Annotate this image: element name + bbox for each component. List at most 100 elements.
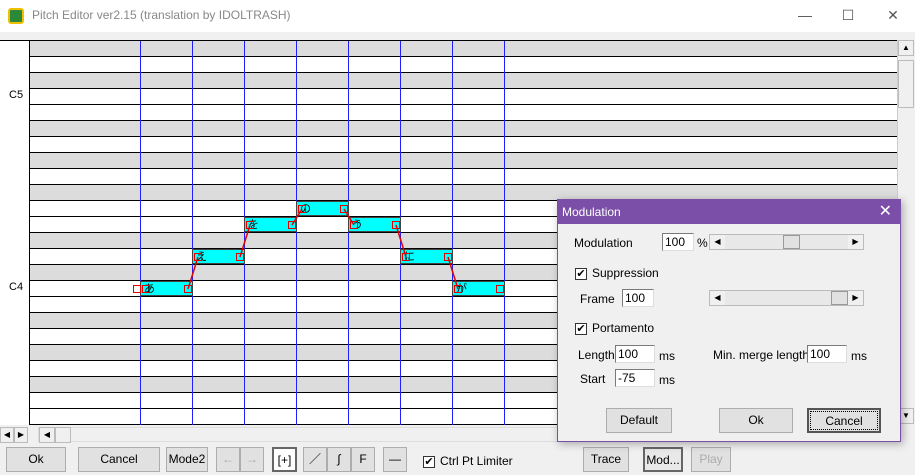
play-button[interactable]: Play — [691, 447, 731, 472]
control-point[interactable] — [444, 253, 452, 261]
line-tool-button[interactable]: ／ — [303, 447, 327, 472]
modulation-label: Modulation — [574, 236, 633, 250]
modulation-slider-thumb[interactable] — [783, 235, 801, 249]
checkmark-icon[interactable]: ✔ — [575, 267, 587, 280]
suppression-label: Suppression — [592, 266, 659, 280]
add-point-button[interactable]: [+] — [272, 447, 297, 472]
portamento-line — [395, 224, 407, 258]
dialog-close-icon[interactable]: ✕ — [878, 203, 892, 220]
maximize-button[interactable]: ☐ — [841, 7, 855, 23]
cancel-button[interactable]: Cancel — [78, 447, 160, 472]
pitch-row — [30, 169, 897, 185]
scroll-thumb[interactable] — [898, 60, 914, 108]
f-tool-button[interactable]: F — [351, 447, 375, 472]
hscroll-left-arrow-icon[interactable]: ◀ — [39, 427, 55, 443]
start-unit: ms — [659, 373, 675, 387]
slider-right-arrow-icon[interactable]: ▶ — [848, 235, 863, 249]
control-point[interactable] — [496, 285, 504, 293]
control-point[interactable] — [133, 285, 141, 293]
pitch-row — [30, 201, 897, 217]
start-input[interactable]: -75 — [615, 369, 655, 387]
min-merge-input[interactable]: 100 — [807, 345, 847, 363]
ctrl-pt-limiter-checkbox[interactable]: ✔ Ctrl Pt Limiter — [423, 454, 513, 468]
control-point[interactable] — [392, 221, 400, 229]
pitch-curve — [187, 208, 459, 290]
beat-line — [452, 41, 453, 425]
modulation-dialog: Modulation ✕ Modulation 100 % ◀ ▶ ✔ Suppre… — [557, 199, 901, 442]
checkmark-icon[interactable]: ✔ — [423, 455, 435, 468]
mode2-button[interactable]: Mode2 — [166, 447, 208, 472]
control-point[interactable] — [454, 285, 462, 293]
length-label: Length — [578, 348, 615, 362]
modulation-unit: % — [697, 236, 708, 250]
scroll-up-arrow-icon[interactable]: ▲ — [898, 40, 914, 56]
portamento-checkbox[interactable]: ✔ Portamento — [575, 321, 654, 335]
scroll-right-arrow-icon[interactable]: ▶ — [14, 427, 28, 443]
close-button[interactable]: ✕ — [887, 7, 899, 23]
control-point[interactable] — [402, 253, 410, 261]
control-point[interactable] — [298, 205, 306, 213]
slider-right-arrow-icon[interactable]: ▶ — [848, 291, 863, 305]
modulation-slider[interactable]: ◀ ▶ — [709, 234, 864, 250]
frame-label: Frame — [580, 292, 615, 306]
length-unit: ms — [659, 349, 675, 363]
default-button[interactable]: Default — [606, 408, 672, 433]
beat-line — [348, 41, 349, 425]
suppression-checkbox[interactable]: ✔ Suppression — [575, 266, 659, 280]
window-title: Pitch Editor ver2.15 (translation by IDO… — [32, 8, 291, 22]
beat-line — [296, 41, 297, 425]
pitch-row — [30, 361, 897, 377]
title-bar: Pitch Editor ver2.15 (translation by IDO… — [0, 0, 915, 32]
checkmark-icon[interactable]: ✔ — [575, 322, 587, 335]
beat-line — [504, 41, 505, 425]
beat-line — [192, 41, 193, 425]
dialog-cancel-button[interactable]: Cancel — [807, 408, 881, 433]
control-point[interactable] — [350, 221, 358, 229]
minus-button[interactable]: — — [383, 447, 407, 472]
frame-slider[interactable]: ◀ ▶ — [709, 290, 864, 306]
portamento-line — [187, 256, 199, 290]
piano-keys: C5 C4 — [0, 41, 30, 425]
vertical-scrollbar[interactable]: ▲ ▼ — [897, 40, 915, 425]
control-point[interactable] — [184, 285, 192, 293]
zoom-scrollbar[interactable]: ◀ ▶ — [0, 427, 30, 443]
beat-line — [140, 41, 141, 425]
frame-input[interactable]: 100 — [622, 289, 654, 307]
control-point[interactable] — [246, 221, 254, 229]
control-point[interactable] — [142, 285, 150, 293]
ctrl-pt-limiter-label: Ctrl Pt Limiter — [440, 454, 513, 468]
pitch-row — [30, 121, 897, 137]
control-point[interactable] — [288, 221, 296, 229]
ok-button[interactable]: Ok — [6, 447, 66, 472]
control-point[interactable] — [194, 253, 202, 261]
dialog-ok-button[interactable]: Ok — [719, 408, 793, 433]
scroll-left-arrow-icon[interactable]: ◀ — [0, 427, 14, 443]
minimize-button[interactable]: — — [798, 7, 812, 23]
right-arrow-button[interactable]: → — [240, 447, 264, 472]
frame-slider-thumb[interactable] — [831, 291, 848, 305]
trace-button[interactable]: Trace — [583, 447, 629, 472]
slider-left-arrow-icon[interactable]: ◀ — [710, 291, 725, 305]
modulation-input[interactable]: 100 — [662, 233, 694, 251]
start-label: Start — [580, 372, 606, 386]
key-label-c4: C4 — [9, 281, 24, 293]
control-point[interactable] — [236, 253, 244, 261]
slider-left-arrow-icon[interactable]: ◀ — [710, 235, 725, 249]
beat-line — [400, 41, 401, 425]
control-point[interactable] — [340, 205, 348, 213]
pitch-row — [30, 185, 897, 201]
pitch-row — [30, 297, 897, 313]
portamento-line — [239, 224, 251, 258]
pitch-row — [30, 41, 897, 57]
min-merge-unit: ms — [851, 349, 867, 363]
portamento-line — [343, 208, 355, 226]
pitch-row — [30, 105, 897, 121]
length-input[interactable]: 100 — [615, 345, 655, 363]
mod-button[interactable]: Mod... — [643, 447, 683, 472]
pitch-row — [30, 393, 897, 409]
curve-tool-button[interactable]: ∫ — [327, 447, 351, 472]
left-arrow-button[interactable]: ← — [216, 447, 240, 472]
key-label-c5: C5 — [9, 89, 24, 101]
hscroll-thumb[interactable] — [55, 427, 71, 443]
portamento-label: Portamento — [592, 321, 655, 335]
